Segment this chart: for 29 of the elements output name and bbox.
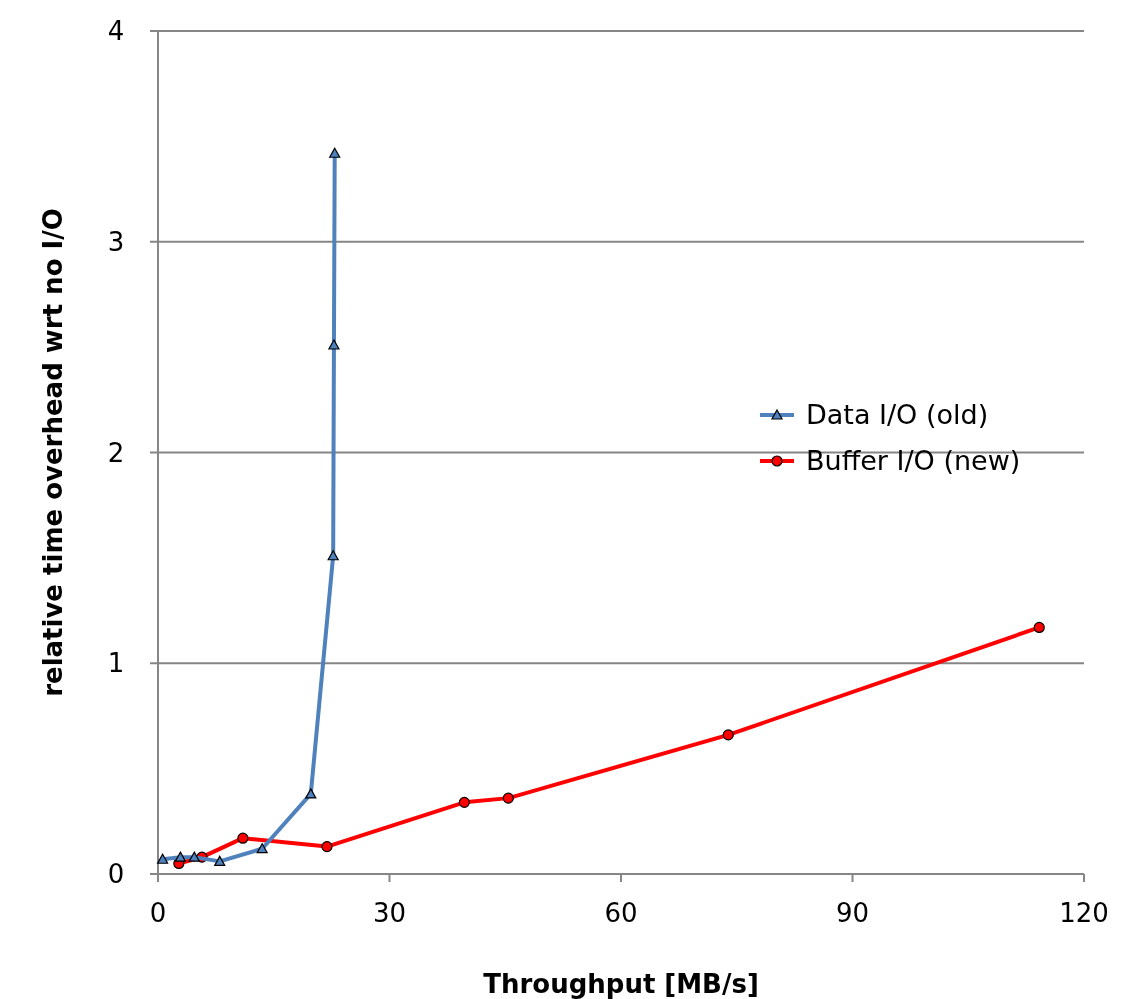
y-tick-label: 1 — [107, 648, 125, 679]
point — [214, 855, 226, 866]
point — [188, 851, 200, 862]
y-tick-label: 3 — [107, 226, 125, 257]
y-tick-label: 4 — [107, 16, 125, 47]
point — [157, 853, 169, 864]
point — [256, 843, 268, 854]
x-axis-title: Throughput [MB/s] — [483, 969, 759, 999]
y-tick-label: 2 — [107, 437, 125, 468]
point — [328, 339, 340, 350]
point — [458, 796, 470, 808]
point — [1033, 621, 1045, 634]
legend-label: Buffer I/O (new) — [806, 445, 1021, 477]
x-tick-label: 60 — [604, 898, 638, 928]
point — [174, 851, 186, 862]
x-tick-label: 0 — [149, 898, 167, 928]
x-tick-label: 30 — [372, 898, 407, 928]
legend-label: Data I/O (old) — [806, 399, 989, 431]
point — [321, 841, 333, 853]
point — [722, 729, 734, 741]
point — [237, 832, 249, 844]
x-tick-label: 90 — [835, 898, 870, 928]
y-tick-label: 0 — [107, 859, 125, 890]
y-axis-title: relative time overhead wrt no I/O — [38, 208, 68, 697]
point — [329, 147, 341, 158]
point — [305, 788, 317, 799]
x-tick-label: 120 — [1059, 898, 1109, 928]
point — [327, 550, 339, 561]
point — [502, 792, 514, 804]
